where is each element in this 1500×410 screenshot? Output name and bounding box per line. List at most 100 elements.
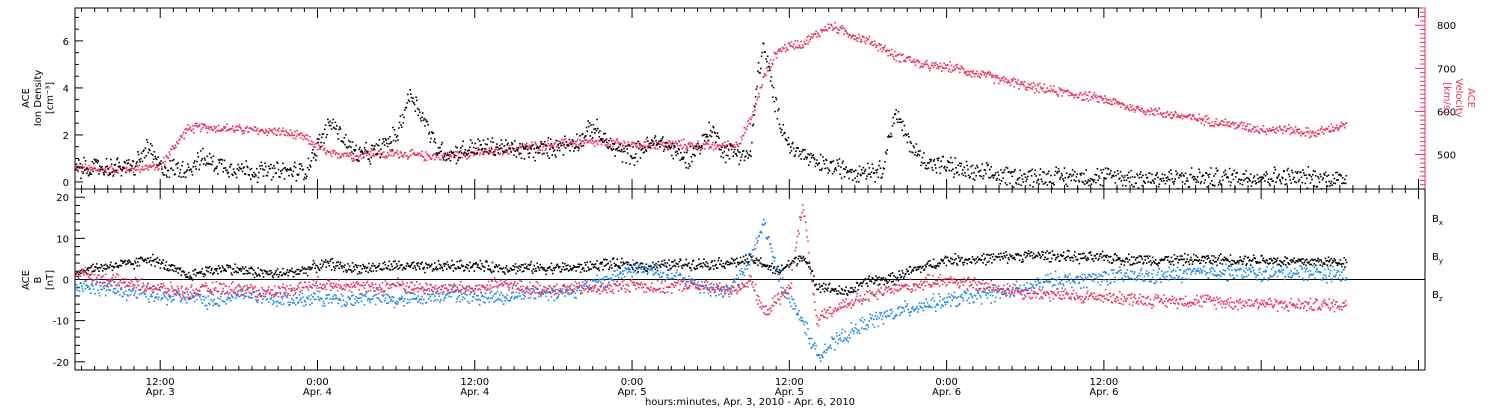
- data-point-density: [742, 149, 745, 152]
- data-point-velocity: [481, 150, 483, 152]
- data-point-density: [412, 97, 414, 100]
- data-point-bx: [383, 268, 385, 270]
- data-point-density: [685, 166, 687, 169]
- data-point-density: [1312, 173, 1314, 176]
- data-point-density: [1002, 177, 1004, 179]
- data-point-velocity: [1307, 127, 1310, 129]
- data-point-bx: [287, 274, 289, 277]
- data-point-bx: [755, 257, 758, 260]
- data-point-density: [903, 124, 906, 127]
- data-point-bx: [370, 270, 372, 273]
- data-point-velocity: [719, 145, 722, 148]
- data-point-velocity: [519, 145, 521, 147]
- data-point-density: [970, 165, 972, 168]
- data-point-velocity: [845, 30, 847, 32]
- data-point-density: [778, 123, 781, 126]
- data-point-density: [1276, 177, 1279, 179]
- data-point-density: [230, 163, 233, 166]
- data-point-density: [1231, 173, 1234, 175]
- data-point-density: [795, 150, 797, 152]
- data-point-velocity: [211, 128, 213, 130]
- data-point-density: [564, 135, 566, 138]
- data-point-bx: [471, 266, 473, 268]
- data-point-velocity: [651, 142, 654, 144]
- data-point-density: [911, 151, 913, 153]
- data-point-density: [496, 143, 498, 145]
- data-point-density: [884, 161, 886, 163]
- data-point-velocity: [1094, 95, 1096, 98]
- data-point-density: [1171, 178, 1173, 180]
- data-point-velocity: [1299, 132, 1301, 135]
- data-point-bx: [777, 265, 779, 268]
- data-point-bx: [165, 261, 168, 263]
- data-point-velocity: [83, 166, 85, 168]
- data-point-velocity: [1162, 116, 1164, 118]
- data-point-density: [358, 148, 360, 151]
- data-point-bx: [733, 262, 736, 264]
- data-point-bx: [846, 294, 849, 296]
- data-point-bx: [754, 259, 756, 262]
- data-point-density: [1099, 184, 1102, 186]
- data-point-bx: [473, 270, 476, 272]
- data-point-velocity: [312, 146, 315, 148]
- data-point-velocity: [644, 141, 647, 143]
- data-point-bx: [612, 258, 614, 260]
- data-point-velocity: [553, 143, 556, 145]
- data-point-velocity: [89, 167, 91, 169]
- data-point-density: [727, 154, 729, 157]
- data-point-density: [681, 156, 684, 159]
- data-point-velocity: [1198, 113, 1200, 116]
- data-point-bx: [290, 270, 292, 272]
- data-point-velocity: [1335, 127, 1337, 129]
- data-point-density: [821, 167, 823, 170]
- data-point-velocity: [167, 157, 170, 159]
- data-point-velocity: [1123, 104, 1126, 107]
- data-point-velocity: [1150, 107, 1152, 110]
- data-point-density: [543, 152, 545, 155]
- data-point-density: [374, 153, 377, 156]
- data-point-density: [997, 174, 1000, 176]
- data-point-velocity: [502, 152, 505, 155]
- data-point-density: [395, 136, 398, 138]
- data-point-density: [717, 135, 719, 138]
- velocity-tick-label: 800: [1437, 21, 1456, 32]
- data-point-density: [825, 159, 828, 162]
- data-point-velocity: [1279, 127, 1282, 130]
- data-point-density: [335, 128, 337, 130]
- data-point-velocity: [1276, 127, 1278, 129]
- data-point-velocity: [389, 149, 391, 151]
- data-point-velocity: [858, 33, 860, 36]
- data-point-velocity: [718, 144, 721, 146]
- data-point-velocity: [757, 96, 759, 99]
- data-point-density: [747, 157, 749, 159]
- data-point-bx: [108, 266, 111, 269]
- data-point-density: [557, 143, 559, 146]
- data-point-density: [523, 147, 525, 149]
- data-point-velocity: [799, 47, 802, 49]
- data-point-density: [106, 165, 108, 167]
- data-point-velocity: [370, 147, 372, 150]
- data-point-bx: [445, 268, 448, 270]
- data-point-density: [1190, 173, 1192, 176]
- data-point-density: [819, 169, 821, 171]
- data-point-density: [917, 153, 919, 155]
- data-point-density: [1033, 181, 1035, 183]
- data-point-velocity: [515, 147, 518, 150]
- data-point-bx: [680, 265, 683, 267]
- data-point-velocity: [1019, 83, 1022, 86]
- x-tick-day: Apr. 5: [617, 387, 646, 398]
- data-point-bx: [262, 272, 264, 275]
- data-point-bx: [158, 262, 160, 264]
- data-point-density: [101, 168, 104, 171]
- data-point-bx: [538, 269, 541, 271]
- data-point-bx: [469, 261, 471, 264]
- data-point-density: [871, 163, 874, 165]
- data-point-density: [1025, 180, 1028, 183]
- data-point-velocity: [551, 146, 553, 148]
- data-point-density: [966, 164, 968, 167]
- data-point-bx: [430, 264, 432, 267]
- data-point-bx: [339, 263, 341, 266]
- data-point-bx: [476, 266, 479, 268]
- data-point-density: [843, 176, 846, 178]
- data-point-velocity: [973, 75, 976, 78]
